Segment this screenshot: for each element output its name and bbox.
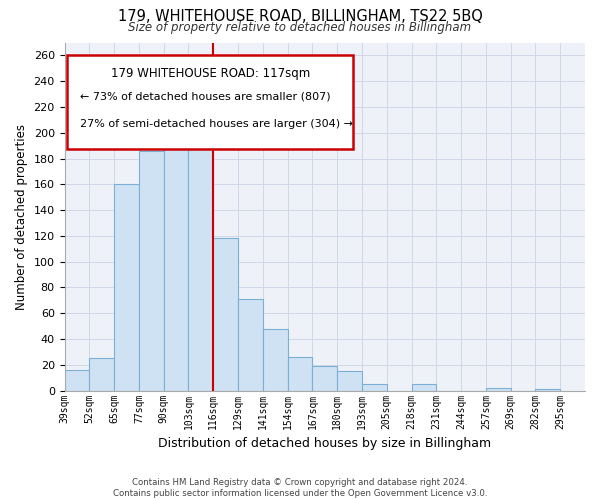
- Text: 179 WHITEHOUSE ROAD: 117sqm: 179 WHITEHOUSE ROAD: 117sqm: [110, 67, 310, 80]
- Text: 27% of semi-detached houses are larger (304) →: 27% of semi-detached houses are larger (…: [80, 119, 353, 129]
- FancyBboxPatch shape: [67, 54, 353, 148]
- Bar: [114, 184, 139, 390]
- X-axis label: Distribution of detached houses by size in Billingham: Distribution of detached houses by size …: [158, 437, 491, 450]
- Bar: [337, 372, 362, 390]
- Bar: [313, 366, 337, 390]
- Bar: [486, 388, 511, 390]
- Bar: [238, 299, 263, 390]
- Text: Size of property relative to detached houses in Billingham: Size of property relative to detached ho…: [128, 21, 472, 34]
- Bar: [164, 120, 188, 390]
- Y-axis label: Number of detached properties: Number of detached properties: [15, 124, 28, 310]
- Bar: [412, 384, 436, 390]
- Bar: [362, 384, 387, 390]
- Bar: [213, 238, 238, 390]
- Text: ← 73% of detached houses are smaller (807): ← 73% of detached houses are smaller (80…: [80, 91, 331, 101]
- Bar: [263, 328, 287, 390]
- Bar: [139, 151, 164, 390]
- Bar: [287, 357, 313, 390]
- Bar: [65, 370, 89, 390]
- Bar: [89, 358, 114, 390]
- Text: 179, WHITEHOUSE ROAD, BILLINGHAM, TS22 5BQ: 179, WHITEHOUSE ROAD, BILLINGHAM, TS22 5…: [118, 9, 482, 24]
- Bar: [188, 112, 213, 390]
- Text: Contains HM Land Registry data © Crown copyright and database right 2024.
Contai: Contains HM Land Registry data © Crown c…: [113, 478, 487, 498]
